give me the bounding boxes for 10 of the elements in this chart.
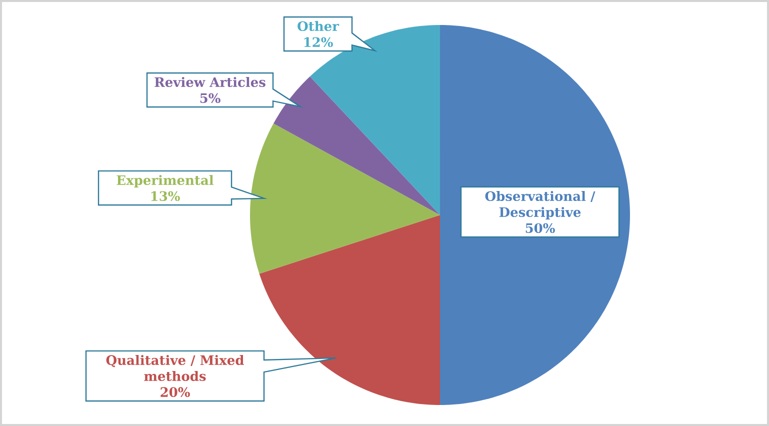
data-label: 20% — [160, 387, 190, 398]
data-label: 50% — [526, 223, 555, 234]
slice-label: Experimental — [116, 174, 214, 188]
data-label: 12% — [304, 37, 333, 48]
slice-label: Qualitative / Mixed methods — [106, 354, 244, 382]
data-label: 5% — [200, 93, 220, 104]
data-label: 13% — [151, 191, 180, 202]
slice-label: Review Articles — [154, 76, 266, 88]
slice-label: Other — [298, 20, 340, 32]
slice-label: Observational / Descriptive — [485, 190, 596, 220]
